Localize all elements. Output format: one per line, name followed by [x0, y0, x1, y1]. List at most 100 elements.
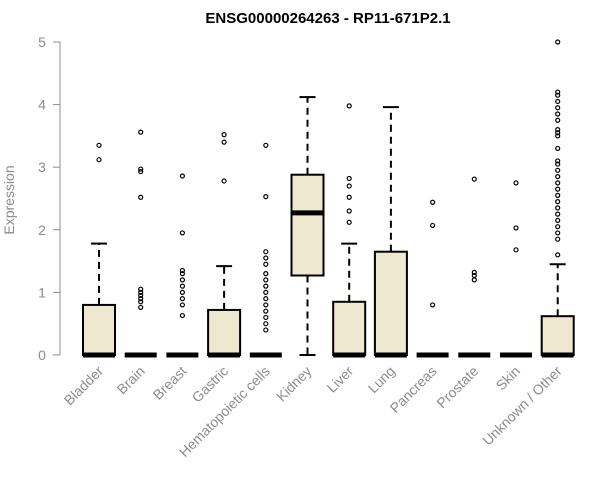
- x-tick-label: Liver: [324, 363, 357, 396]
- outlier-point: [263, 142, 269, 148]
- outlier-point: [221, 139, 227, 145]
- outlier-point: [555, 236, 561, 242]
- y-tick-label: 3: [38, 159, 46, 175]
- box-body: [373, 250, 408, 357]
- outlier-point: [471, 269, 477, 275]
- outlier-point: [96, 142, 102, 148]
- box-series: [82, 39, 575, 358]
- outlier-point: [346, 103, 352, 109]
- x-tick-label: Breast: [150, 363, 190, 403]
- y-tick-label: 0: [38, 347, 46, 363]
- outlier-point: [138, 166, 144, 172]
- x-tick-label: Prostate: [433, 363, 481, 411]
- outlier-point: [555, 127, 561, 133]
- outlier-point: [179, 173, 185, 179]
- box-bladder: [82, 142, 116, 358]
- outlier-point: [555, 105, 561, 111]
- outlier-point: [346, 219, 352, 225]
- y-axis-label: Expression: [1, 165, 17, 234]
- outlier-point: [555, 130, 561, 136]
- box-lung: [373, 106, 408, 358]
- outlier-point: [555, 230, 561, 236]
- outlier-point: [555, 186, 561, 192]
- outlier-point: [179, 296, 185, 302]
- outlier-point: [555, 158, 561, 164]
- outlier-point: [430, 302, 436, 308]
- outlier-point: [179, 277, 185, 283]
- box-hematopoietic-cells: [249, 142, 282, 358]
- outlier-point: [138, 129, 144, 135]
- outlier-point: [263, 289, 269, 295]
- outlier-point: [263, 296, 269, 302]
- outlier-point: [555, 252, 561, 258]
- outlier-point: [138, 304, 144, 311]
- outlier-point: [138, 292, 144, 299]
- box-kidney: [290, 96, 325, 356]
- outlier-point: [346, 175, 352, 182]
- y-tick-label: 2: [38, 222, 46, 238]
- outlier-point: [471, 272, 477, 279]
- y-tick-label: 5: [38, 34, 46, 50]
- outlier-point: [555, 161, 561, 167]
- outlier-point: [513, 180, 519, 186]
- box-breast: [166, 173, 199, 358]
- outlier-point: [263, 327, 269, 333]
- outlier-point: [138, 299, 144, 305]
- outlier-point: [555, 173, 561, 180]
- y-axis: 0 1 2 3 4 5: [38, 34, 61, 363]
- chart-title: ENSG00000264263 - RP11-671P2.1: [205, 10, 450, 27]
- box-body: [207, 308, 242, 357]
- outlier-point: [179, 271, 185, 277]
- x-tick-label: Bladder: [61, 363, 107, 409]
- outlier-point: [555, 192, 561, 198]
- outlier-point: [555, 180, 561, 186]
- outlier-point: [179, 302, 185, 308]
- outlier-point: [555, 211, 561, 217]
- outlier-point: [555, 205, 561, 211]
- outlier-point: [179, 289, 185, 295]
- outlier-point: [263, 321, 269, 327]
- outlier-point: [555, 217, 561, 224]
- outlier-point: [263, 308, 269, 314]
- x-tick-label: Brain: [113, 363, 147, 397]
- outlier-point: [263, 261, 269, 267]
- outlier-point: [471, 176, 477, 182]
- outlier-point: [179, 283, 185, 289]
- outlier-point: [346, 194, 352, 200]
- outlier-point: [179, 230, 185, 236]
- box-body: [82, 303, 116, 357]
- box-prostate: [458, 176, 491, 358]
- outlier-point: [471, 277, 477, 283]
- outlier-point: [555, 133, 561, 139]
- box-liver: [332, 103, 367, 358]
- box-brain: [124, 129, 157, 358]
- outlier-point: [555, 145, 561, 152]
- outlier-point: [179, 312, 185, 319]
- box-body: [332, 300, 367, 357]
- box-gastric: [207, 132, 242, 358]
- outlier-point: [513, 247, 519, 253]
- outlier-point: [263, 283, 269, 289]
- outlier-point: [555, 199, 561, 205]
- outlier-point: [263, 249, 269, 255]
- x-tick-label: Kidney: [273, 363, 315, 405]
- box-unknown-other: [540, 39, 575, 358]
- outlier-point: [555, 117, 561, 123]
- outlier-point: [221, 178, 227, 184]
- outlier-point: [96, 157, 102, 163]
- outlier-point: [138, 286, 144, 292]
- outlier-point: [263, 314, 269, 321]
- outlier-point: [430, 199, 436, 205]
- y-tick-label: 1: [38, 284, 46, 300]
- x-tick-label: Skin: [493, 363, 524, 394]
- outlier-point: [263, 194, 269, 200]
- box-body: [540, 315, 575, 356]
- outlier-point: [346, 183, 352, 189]
- outlier-point: [263, 277, 269, 283]
- outlier-point: [263, 255, 269, 261]
- box-pancreas: [416, 199, 449, 358]
- outlier-point: [138, 296, 144, 302]
- outlier-point: [179, 267, 185, 274]
- outlier-point: [430, 222, 436, 229]
